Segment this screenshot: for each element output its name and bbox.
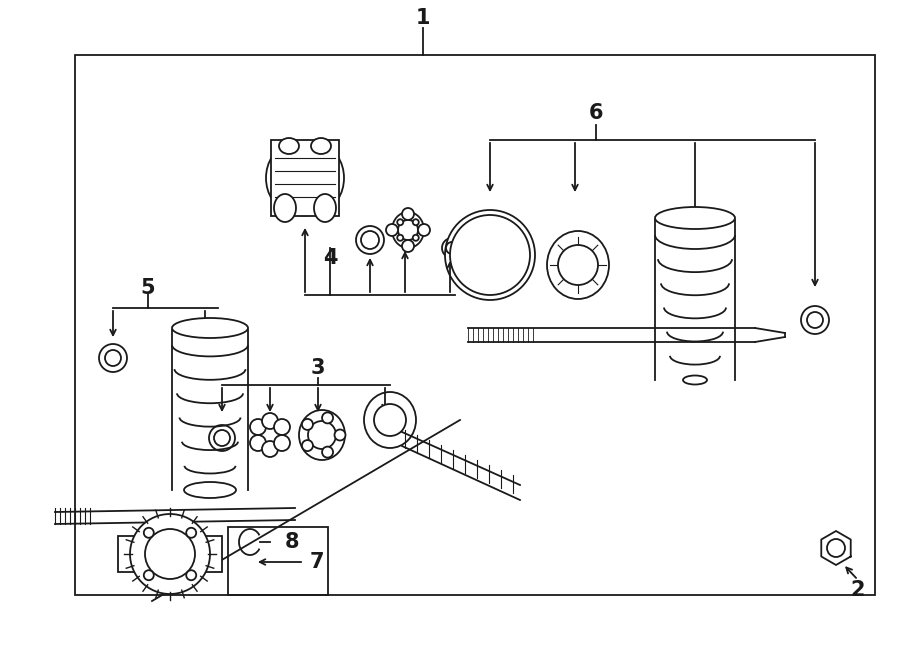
Circle shape	[398, 220, 418, 240]
Text: 3: 3	[310, 358, 325, 378]
Circle shape	[145, 529, 195, 579]
Circle shape	[356, 226, 384, 254]
Ellipse shape	[683, 375, 707, 385]
Circle shape	[558, 245, 598, 285]
Ellipse shape	[402, 240, 414, 252]
Ellipse shape	[172, 318, 248, 338]
Ellipse shape	[322, 412, 333, 424]
Circle shape	[397, 219, 403, 225]
Ellipse shape	[302, 148, 344, 208]
Bar	[271, 140, 339, 216]
Text: 7: 7	[310, 552, 325, 572]
Ellipse shape	[311, 138, 331, 154]
Circle shape	[209, 425, 235, 451]
Ellipse shape	[266, 148, 308, 208]
Ellipse shape	[364, 392, 416, 448]
Circle shape	[250, 419, 266, 435]
Ellipse shape	[302, 440, 313, 451]
Circle shape	[274, 419, 290, 435]
Circle shape	[445, 210, 535, 300]
Ellipse shape	[271, 141, 339, 215]
Circle shape	[144, 570, 154, 580]
Circle shape	[144, 527, 154, 538]
Text: 1: 1	[416, 8, 430, 28]
Ellipse shape	[314, 194, 336, 222]
Circle shape	[274, 435, 290, 451]
Circle shape	[442, 238, 462, 258]
Circle shape	[397, 235, 403, 241]
Bar	[228, 527, 328, 595]
Circle shape	[186, 570, 196, 580]
Circle shape	[250, 435, 266, 451]
Ellipse shape	[547, 231, 609, 299]
Ellipse shape	[402, 208, 414, 220]
Bar	[75, 55, 875, 595]
Circle shape	[450, 215, 530, 295]
Circle shape	[99, 344, 127, 372]
Circle shape	[361, 231, 379, 249]
Text: 2: 2	[850, 580, 865, 600]
Circle shape	[105, 350, 121, 366]
Ellipse shape	[322, 447, 333, 457]
Ellipse shape	[279, 138, 299, 154]
Circle shape	[413, 235, 418, 241]
Ellipse shape	[184, 482, 236, 498]
Ellipse shape	[335, 430, 346, 440]
Text: 4: 4	[323, 248, 338, 268]
Circle shape	[308, 421, 336, 449]
Circle shape	[413, 219, 418, 225]
Circle shape	[186, 527, 196, 538]
Ellipse shape	[299, 410, 345, 460]
Circle shape	[130, 514, 210, 594]
Text: 8: 8	[285, 532, 300, 552]
Text: 6: 6	[589, 103, 603, 123]
Text: 5: 5	[140, 278, 156, 298]
Circle shape	[827, 539, 845, 557]
Circle shape	[446, 242, 458, 254]
Ellipse shape	[655, 207, 735, 229]
Circle shape	[262, 413, 278, 429]
Circle shape	[262, 441, 278, 457]
Ellipse shape	[274, 194, 296, 222]
Circle shape	[801, 306, 829, 334]
Circle shape	[374, 404, 406, 436]
Ellipse shape	[418, 224, 430, 236]
Circle shape	[807, 312, 823, 328]
Ellipse shape	[392, 212, 424, 248]
Ellipse shape	[386, 224, 398, 236]
Ellipse shape	[302, 419, 313, 430]
Circle shape	[214, 430, 230, 446]
Bar	[118, 536, 222, 572]
